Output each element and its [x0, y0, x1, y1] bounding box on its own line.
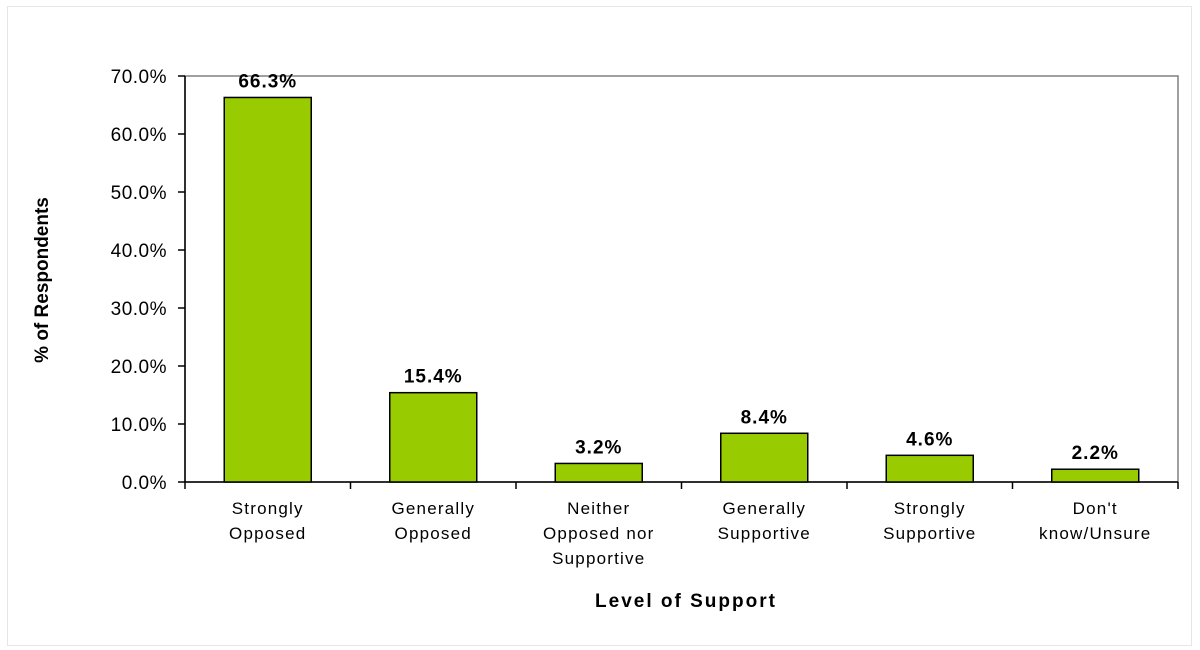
bar [554, 462, 643, 483]
y-tick-label: 60.0% [111, 125, 167, 146]
x-tick-label: Supportive [552, 549, 645, 568]
y-axis-title: % of Respondents [32, 197, 53, 363]
chart-frame [7, 6, 1192, 646]
bar [223, 96, 312, 483]
data-label: 4.6% [906, 429, 953, 450]
data-label: 15.4% [404, 367, 463, 388]
x-tick-label: Opposed [229, 524, 306, 543]
data-label: 2.2% [1072, 443, 1119, 464]
bar [720, 432, 809, 483]
x-axis-labels: Strongly Opposed Generally Opposed Neither Op… [229, 499, 1151, 568]
x-tick-label: Strongly [894, 499, 966, 518]
y-tick-label: 20.0% [111, 357, 167, 378]
y-tick-label: 70.0% [111, 67, 167, 88]
x-tick-label: Generally [391, 499, 475, 518]
x-tick-label: Opposed [395, 524, 472, 543]
x-tick-label: Neither [567, 499, 630, 518]
y-tick-label: 50.0% [111, 183, 167, 204]
x-tick-label: Don't [1073, 499, 1118, 518]
x-tick-label: Strongly [232, 499, 304, 518]
y-tick-label: 40.0% [111, 241, 167, 262]
y-axis-ticks: 0.0% 10.0% 20.0% 30.0% 40.0% 50.0% 60.0% 70.0% [111, 67, 1179, 494]
x-tick-label: Supportive [718, 524, 811, 543]
bar [389, 391, 478, 483]
data-label: 66.3% [238, 71, 297, 92]
plot-border [184, 75, 1179, 483]
x-tick-label: know/Unsure [1039, 524, 1151, 543]
data-label: 3.2% [575, 437, 622, 458]
y-tick-label: 10.0% [111, 415, 167, 436]
x-tick-label: Opposed nor [543, 524, 655, 543]
bar [1051, 468, 1140, 483]
x-tick-label: Supportive [883, 524, 976, 543]
bars [223, 96, 1140, 483]
y-tick-label: 0.0% [122, 473, 167, 494]
bar [885, 454, 974, 483]
x-axis-title: Level of Support [595, 591, 777, 612]
x-tick-label: Generally [722, 499, 806, 518]
data-labels: 66.3% 15.4% 3.2% 8.4% 4.6% 2.2% [238, 71, 1119, 464]
y-tick-label: 30.0% [111, 299, 167, 320]
plot-area [184, 75, 1179, 483]
data-label: 8.4% [741, 407, 788, 428]
